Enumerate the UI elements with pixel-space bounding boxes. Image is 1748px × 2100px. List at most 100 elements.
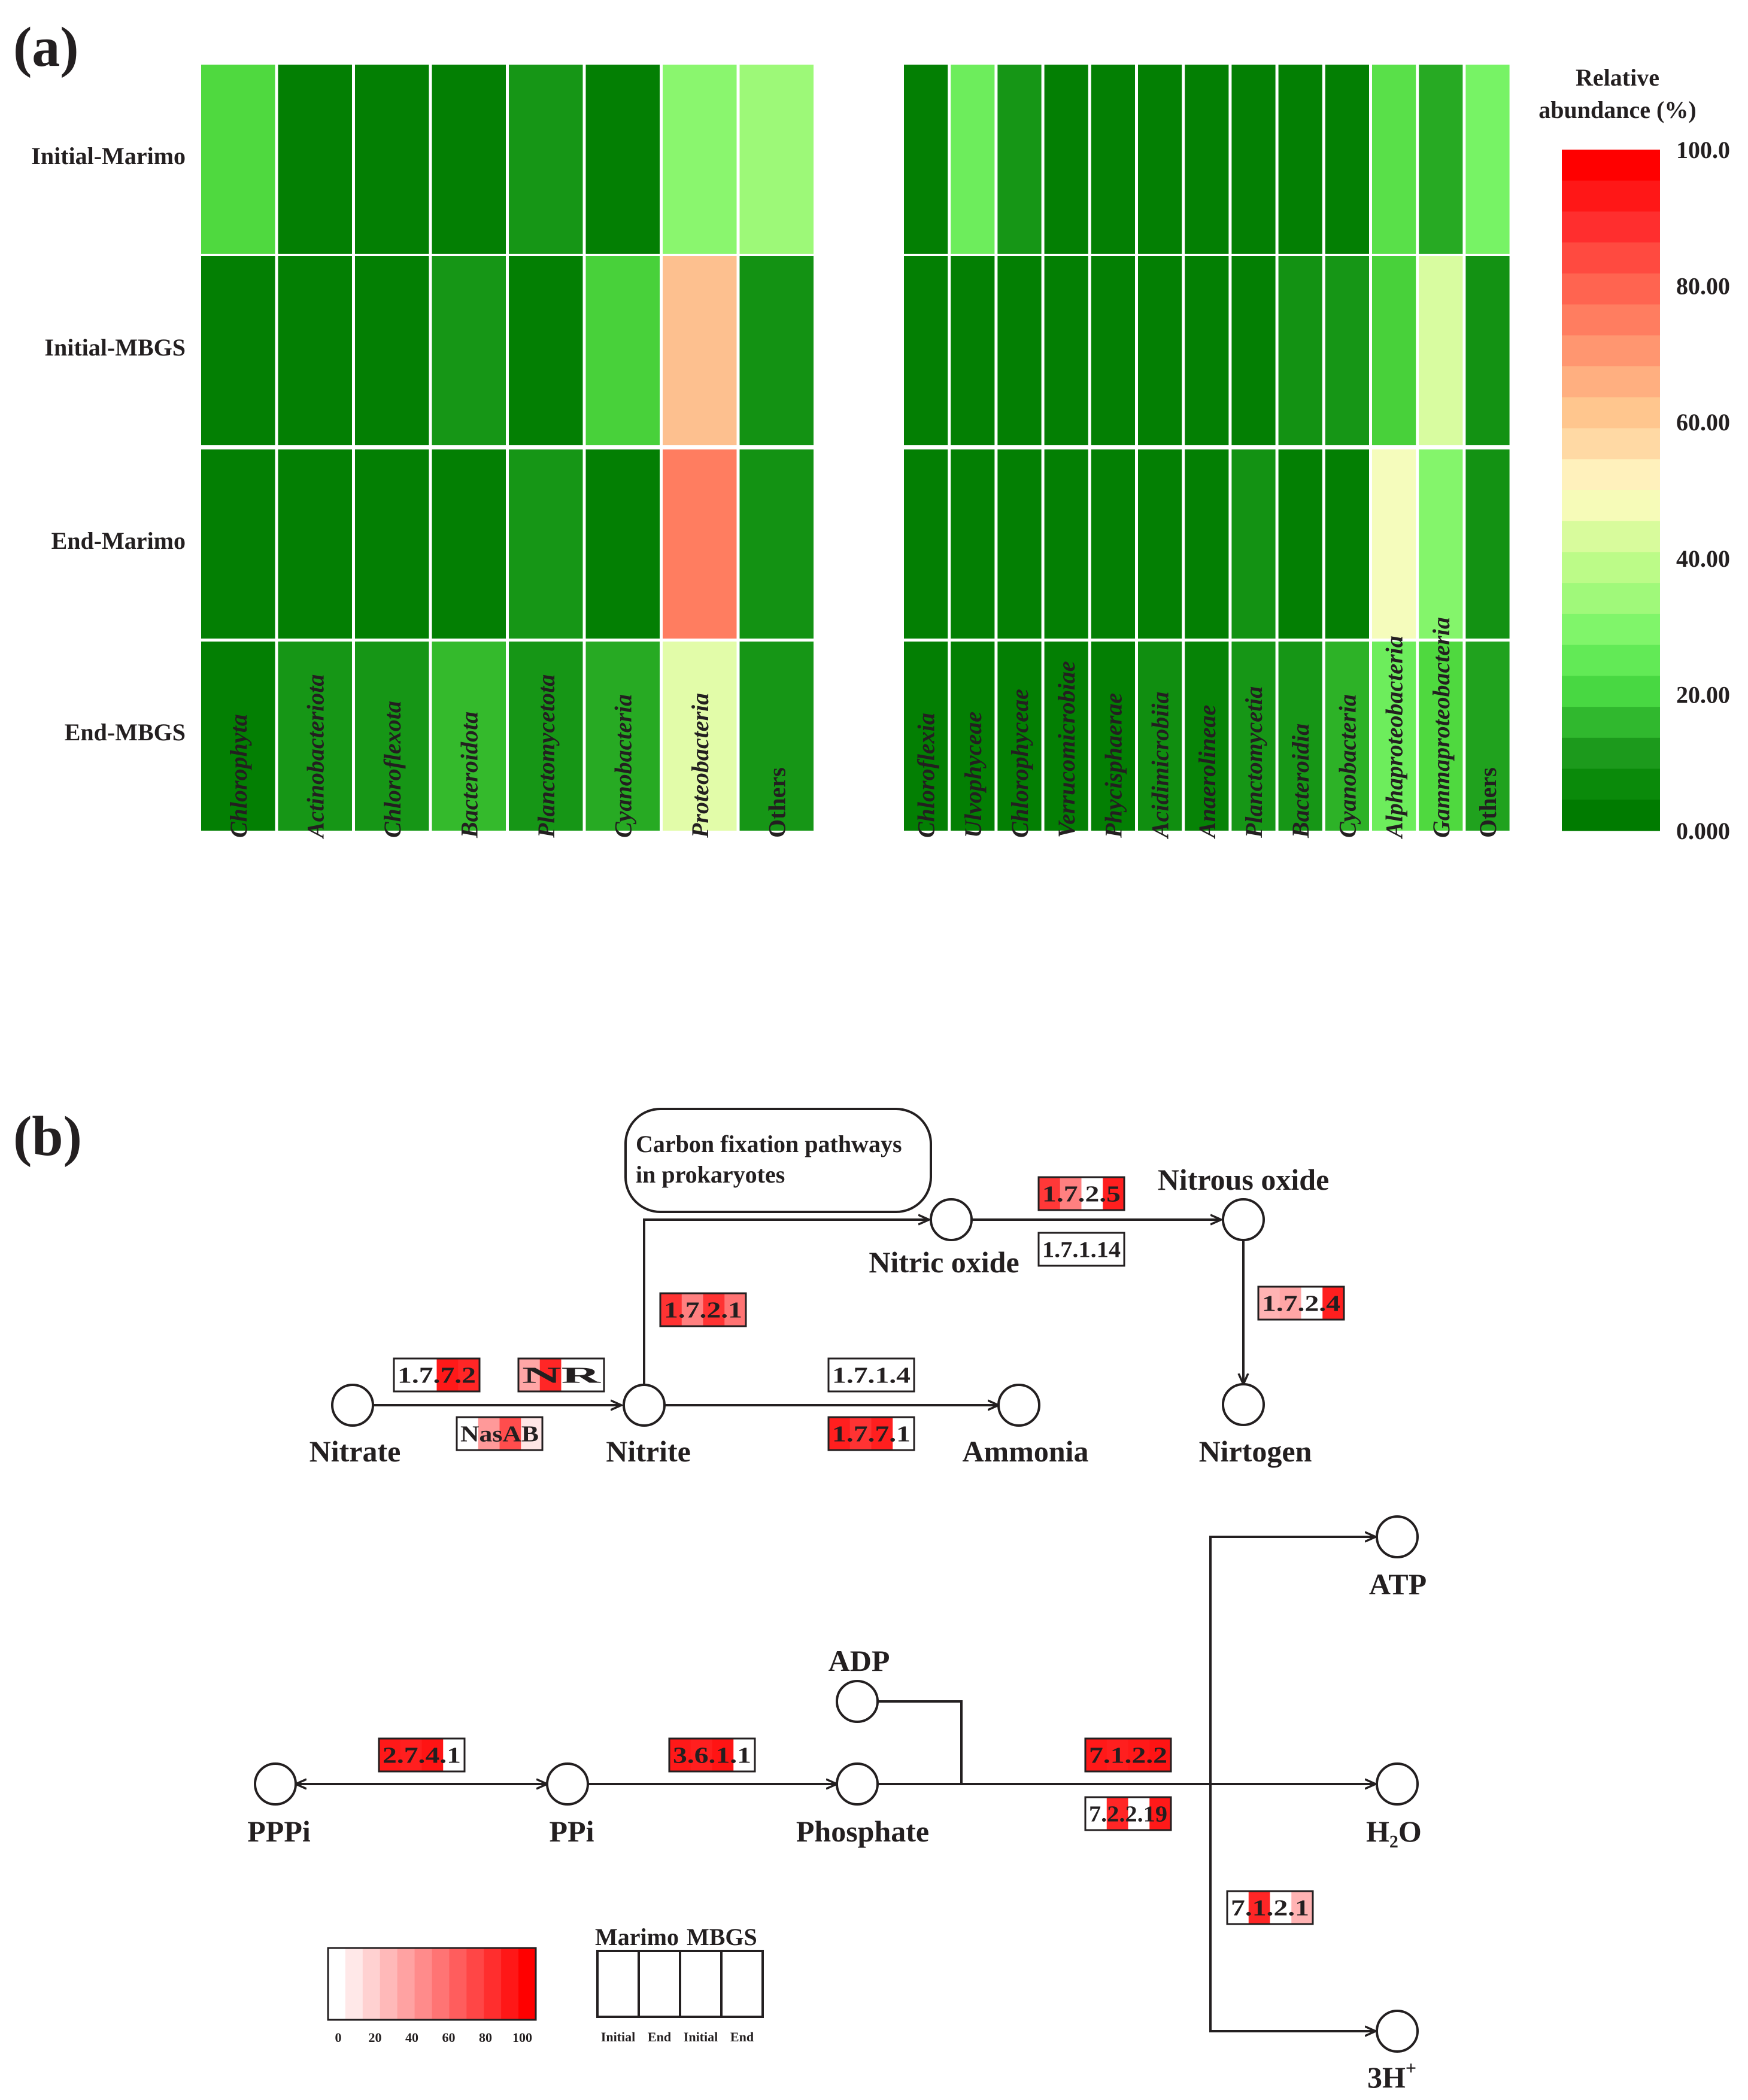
enzyme-1-7-7-1-cell-0 — [829, 1417, 851, 1450]
enzyme-7-1-2-2-cell-2 — [1128, 1739, 1150, 1771]
enzyme-nr-cell-2 — [561, 1359, 583, 1391]
enzyme-7-2-2-19-label: 7.2.2.19 — [1089, 1802, 1167, 1827]
heat-cell-initial-mbgs-anaerolineae — [1185, 256, 1229, 445]
legend-segment-2 — [1562, 211, 1660, 243]
enzyme-3-6-1-1-cell-0 — [669, 1739, 691, 1771]
heat-cell-initial-mbgs-chlorophyta — [201, 256, 275, 445]
enzyme-nasab-cell-2 — [499, 1417, 521, 1450]
label-3h-sup: + — [1406, 2057, 1416, 2078]
heat-cell-end-mbgs-bacteroidia — [1278, 642, 1322, 831]
enzyme-2-7-4-1-outline — [378, 1737, 466, 1773]
heat-cell-end-mbgs-alphaproteobacteria — [1372, 642, 1416, 831]
line-adp — [878, 1700, 963, 1784]
scale-step-7 — [449, 1948, 467, 2020]
heatmap-phylum-column-labels: Chlorophyta Actinobacteriota Chloroflexota… — [225, 674, 791, 840]
column-label-proteobacteria: Proteobacteria — [687, 693, 714, 838]
label-nitrous-oxide: Nitrous oxide — [1158, 1163, 1330, 1196]
heat-cell-initial-marimo-verrucomicrobiae — [1044, 65, 1088, 254]
enzyme-7-1-2-1-cell-0 — [1227, 1891, 1249, 1924]
column-label-chlorophyceae: Chlorophyceae — [1006, 689, 1033, 838]
enzyme-boxes: 1.7.7.2 NR NasAB 1.7.2.1 1.7.1.4 1.7.7.1 1.7.2… — [378, 1176, 1345, 1925]
legend-segment-11 — [1562, 490, 1660, 522]
label-h2o-sub: 2 — [1389, 1832, 1398, 1852]
label-h2o: H2O — [1366, 1815, 1422, 1852]
energy-node-labels: PPPi PPi Phosphate ADP ATP H2O 3H+ — [247, 1567, 1427, 2094]
enzyme-7-1-2-2-label: 7.1.2.2 — [1089, 1743, 1167, 1768]
node-atp — [1376, 1515, 1419, 1558]
heat-cell-end-mbgs-gammaproteobacteria — [1419, 642, 1463, 831]
heat-cell-end-mbgs-verrucomicrobiae — [1044, 642, 1088, 831]
legend-segment-14 — [1562, 583, 1660, 615]
scale-step-9 — [484, 1948, 502, 2020]
legend-segment-16 — [1562, 645, 1660, 676]
heat-cell-initial-mbgs-cyanobacteria — [585, 256, 660, 445]
scale-tick-0: 0 — [335, 2030, 342, 2045]
heat-cell-initial-marimo-chlorophyceae — [997, 65, 1042, 254]
enzyme-nr-cell-0 — [518, 1359, 541, 1391]
heat-cell-end-marimo-planctomycetota — [509, 449, 583, 639]
enzyme-1-7-2-1-label: 1.7.2.1 — [664, 1298, 742, 1323]
row-label-end-marimo: End-Marimo — [51, 527, 186, 554]
enzyme-1-7-2-5-outline — [1037, 1176, 1125, 1211]
heat-cell-end-mbgs-planctomycetota — [509, 642, 583, 831]
legend-tick-labels: 100.0 80.00 60.00 40.00 20.00 0.000 — [1676, 136, 1730, 844]
heat-cell-end-mbgs-cyanobacteria — [1325, 642, 1369, 831]
enzyme-nasab: NasAB — [456, 1416, 544, 1451]
heat-cell-end-mbgs-bacteroidota — [432, 642, 506, 831]
label-ppi: PPi — [550, 1815, 594, 1848]
enzyme-2-7-4-1-label: 2.7.4.1 — [383, 1743, 461, 1768]
enzyme-1-7-7-2: 1.7.7.2 — [393, 1357, 481, 1393]
enzyme-1-7-2-4-label: 1.7.2.4 — [1262, 1291, 1340, 1317]
node-phosphate — [836, 1762, 879, 1806]
heat-cell-end-marimo-chloroflexota — [355, 449, 429, 639]
enzyme-nasab-cell-1 — [478, 1417, 500, 1450]
legend-segment-10 — [1562, 459, 1660, 491]
enzyme-1-7-2-5-label: 1.7.2.5 — [1042, 1182, 1121, 1207]
enzyme-1-7-2-4-cell-2 — [1301, 1287, 1323, 1320]
enzyme-7-2-2-19: 7.2.2.19 — [1084, 1796, 1172, 1831]
column-label-actinobacteriota: Actinobacteriota — [302, 674, 329, 840]
enzyme-7-1-2-2: 7.1.2.2 — [1084, 1737, 1172, 1773]
label-ammonia: Ammonia — [962, 1435, 1088, 1468]
label-3h-text: 3H — [1367, 2061, 1406, 2094]
enzyme-7-1-2-2-cell-1 — [1106, 1739, 1128, 1771]
label-phosphate: Phosphate — [796, 1815, 929, 1848]
scale-step-0 — [328, 1948, 346, 2020]
heat-cell-end-marimo-anaerolineae — [1185, 449, 1229, 639]
legend-tick-0-000: 0.000 — [1676, 817, 1730, 844]
enzyme-7-1-2-1-label: 7.1.2.1 — [1231, 1896, 1309, 1921]
enzyme-1-7-7-1: 1.7.7.1 — [827, 1416, 915, 1451]
scale-step-6 — [432, 1948, 450, 2020]
legend-segment-15 — [1562, 613, 1660, 646]
scale-step-1 — [345, 1948, 363, 2020]
heat-cell-initial-mbgs-actinobacteriota — [278, 256, 352, 445]
enzyme-1-7-2-1-cell-3 — [724, 1293, 746, 1326]
label-3h: 3H+ — [1367, 2057, 1416, 2094]
heat-cell-end-marimo-others — [739, 449, 814, 639]
legend-segment-3 — [1562, 242, 1660, 274]
enzyme-1-7-7-2-cell-2 — [436, 1359, 459, 1391]
enzyme-2-7-4-1-cell-1 — [400, 1739, 422, 1771]
column-label-gammaproteobacteria: Gammaproteobacteria — [1428, 617, 1455, 838]
node-nitrogen — [1222, 1383, 1265, 1426]
heat-cell-initial-marimo-alphaproteobacteria — [1372, 65, 1416, 254]
heat-cell-end-marimo-acidimicrobiia — [1138, 449, 1182, 639]
heat-cell-end-marimo-verrucomicrobiae — [1044, 449, 1088, 639]
label-h2o-o: O — [1398, 1815, 1422, 1848]
scale-step-2 — [362, 1948, 381, 2020]
heat-cell-end-marimo-actinobacteriota — [278, 449, 352, 639]
heat-cell-initial-mbgs-chlorophyceae — [997, 256, 1042, 445]
scale-tick-60: 60 — [442, 2030, 456, 2045]
heat-cell-end-mbgs-planctomycetia — [1231, 642, 1276, 831]
scale-tick-100: 100 — [512, 2030, 532, 2045]
heat-cell-initial-marimo-anaerolineae — [1185, 65, 1229, 254]
enzyme-7-1-2-1-cell-1 — [1248, 1891, 1270, 1924]
sample-key-legend: Marimo MBGS Initial End Initial End — [595, 1923, 764, 2044]
enzyme-7-2-2-19-outline — [1084, 1796, 1172, 1831]
enzyme-1-7-1-4-cell-3 — [893, 1359, 915, 1391]
energy-nodes — [254, 1515, 1419, 2053]
enzyme-1-7-1-14-cell-1 — [1060, 1233, 1082, 1266]
heat-cell-initial-marimo-bacteroidia — [1278, 65, 1322, 254]
enzyme-1-7-7-1-label: 1.7.7.1 — [832, 1422, 911, 1447]
heat-cell-end-marimo-chlorophyta — [201, 449, 275, 639]
